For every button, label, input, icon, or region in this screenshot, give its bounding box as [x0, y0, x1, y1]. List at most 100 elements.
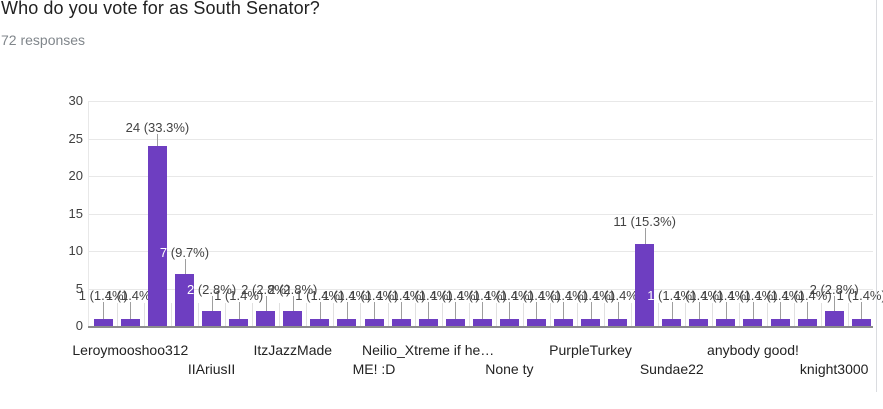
category-tick: [847, 303, 849, 326]
bar-annotation: 1 (1.4%): [511, 288, 561, 303]
category-tick: [143, 303, 145, 326]
gridline: [88, 288, 873, 290]
x-axis-label: anybody good!: [707, 342, 799, 358]
annotation-stem: [752, 302, 754, 319]
annotation-stem: [671, 302, 673, 319]
bar[interactable]: [526, 318, 546, 326]
category-tick: [225, 303, 227, 326]
category-tick: [333, 303, 335, 326]
bar[interactable]: [797, 318, 817, 326]
category-tick: [495, 303, 497, 326]
bar[interactable]: [445, 318, 465, 326]
y-tick-label: 25: [68, 130, 83, 146]
annotation-stem: [319, 302, 321, 319]
bar[interactable]: [175, 273, 194, 326]
y-tick-label: 10: [68, 243, 83, 258]
annotation-stem: [184, 259, 186, 274]
response-count: 72 responses: [1, 32, 86, 48]
category-tick: [631, 303, 633, 326]
bar[interactable]: [229, 318, 249, 326]
bar-annotation: 2 (2.8%): [809, 282, 859, 297]
bar-annotation: 1 (1.4%): [322, 288, 372, 303]
bar-annotation: 1 (1.4%): [78, 288, 128, 303]
annotation-stem: [807, 302, 809, 319]
bar-annotation: 2 (2.8%): [241, 282, 291, 297]
x-axis-label: PurpleTurkey: [549, 342, 632, 358]
y-tick-label: 20: [68, 168, 83, 183]
category-tick: [360, 303, 362, 326]
x-axis-label: IIAriusII: [187, 361, 236, 377]
bar-annotation: 1 (1.4%): [836, 288, 883, 303]
annotation-stem: [292, 296, 294, 311]
x-axis-label: Sundae22: [639, 361, 704, 377]
bar[interactable]: [364, 318, 384, 326]
bar[interactable]: [743, 318, 763, 326]
bar-annotation: 1 (1.4%): [593, 288, 643, 303]
bar[interactable]: [337, 318, 357, 326]
gridline: [88, 176, 873, 177]
x-axis-baseline: [88, 326, 873, 328]
y-tick-label: 5: [75, 280, 83, 296]
bar[interactable]: [418, 318, 438, 326]
bar-annotation: 1 (1.4%): [403, 288, 453, 303]
annotation-stem: [644, 228, 646, 244]
annotation-stem: [401, 302, 403, 319]
x-axis-label: Leroymooshoo312: [72, 342, 189, 358]
bar[interactable]: [283, 311, 303, 326]
annotation-stem: [211, 296, 213, 311]
bar-annotation: 1 (1.4%): [647, 288, 697, 303]
bar[interactable]: [851, 318, 871, 326]
bar[interactable]: [256, 311, 276, 326]
category-tick: [604, 303, 606, 326]
category-tick: [279, 303, 281, 326]
bar[interactable]: [147, 146, 167, 326]
gridline: [88, 138, 873, 140]
bar[interactable]: [716, 318, 736, 326]
category-tick: [522, 303, 524, 326]
category-tick: [116, 303, 118, 326]
annotation-stem: [861, 302, 863, 319]
category-tick: [577, 303, 579, 326]
category-tick: [739, 303, 741, 326]
bar[interactable]: [310, 318, 330, 326]
bar-annotation: 1 (1.4%): [295, 288, 345, 303]
bar[interactable]: [824, 311, 844, 326]
gridline: [88, 101, 873, 102]
annotation-stem: [725, 302, 727, 319]
bar-annotation: 24 (33.3%): [125, 120, 190, 135]
bar-annotation: 1 (1.4%): [349, 288, 399, 303]
bar-annotation: 2 (2.8%): [187, 282, 237, 297]
category-tick: [414, 303, 416, 326]
gridline: [88, 251, 873, 252]
bar[interactable]: [635, 243, 655, 326]
bar-annotation: 1 (1.4%): [728, 288, 778, 303]
annotation-stem: [455, 302, 457, 319]
bar-annotation: 2 (2.8%): [268, 282, 318, 297]
bar[interactable]: [608, 318, 628, 326]
gridline: [88, 213, 873, 215]
category-tick: [549, 303, 551, 326]
bar[interactable]: [770, 318, 790, 326]
bar-annotation: 1 (1.4%): [105, 288, 155, 303]
annotation-stem: [265, 296, 267, 311]
annotation-lead-digit: 2: [187, 282, 195, 297]
annotation-stem: [590, 302, 592, 319]
bar[interactable]: [120, 318, 140, 326]
bar[interactable]: [689, 318, 709, 326]
bar-annotation: 7 (9.7%): [159, 245, 210, 260]
annotation-stem: [238, 302, 240, 319]
bar[interactable]: [202, 311, 222, 326]
bar[interactable]: [581, 318, 601, 326]
bar[interactable]: [391, 318, 411, 326]
bar[interactable]: [553, 318, 573, 326]
bar[interactable]: [499, 318, 519, 326]
y-tick-label: 30: [68, 93, 83, 108]
x-axis-label: knight3000: [799, 361, 869, 377]
bar[interactable]: [93, 318, 113, 326]
bar-annotation: 11 (15.3%): [613, 214, 677, 229]
bar[interactable]: [662, 318, 682, 326]
bar[interactable]: [472, 318, 492, 326]
category-tick: [441, 303, 443, 326]
category-tick: [793, 303, 795, 326]
